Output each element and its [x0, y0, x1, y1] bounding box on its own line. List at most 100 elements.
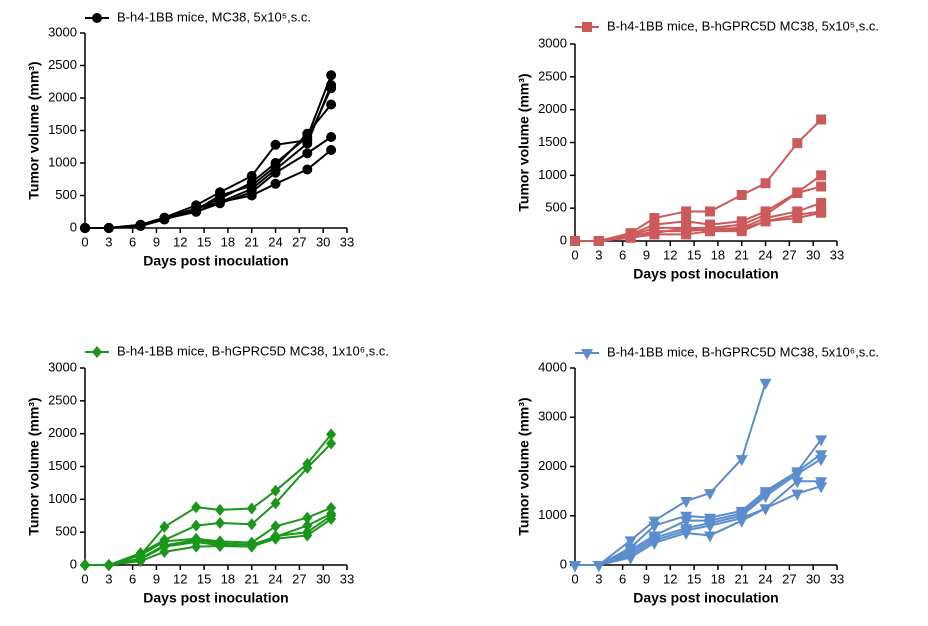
marker [270, 520, 281, 533]
marker [135, 220, 146, 231]
marker [624, 536, 637, 548]
marker [302, 526, 313, 539]
marker [648, 538, 661, 550]
marker [570, 236, 580, 246]
x-tick-label: 30 [806, 571, 820, 586]
x-tick-label: 15 [197, 571, 211, 586]
x-tick-label: 3 [595, 247, 602, 262]
marker [80, 223, 90, 233]
x-tick-label: 21 [734, 571, 748, 586]
y-tick-label: 500 [55, 524, 77, 539]
marker [159, 213, 170, 224]
x-tick-label: 3 [595, 571, 602, 586]
marker [326, 437, 337, 450]
series-line [85, 149, 332, 229]
marker [791, 477, 804, 489]
x-tick-label: 33 [830, 247, 844, 262]
marker [214, 197, 225, 207]
marker [759, 378, 772, 390]
marker [791, 489, 804, 501]
marker [302, 128, 313, 139]
y-tick-label: 2000 [48, 425, 77, 440]
series-line [85, 103, 332, 229]
marker [246, 518, 257, 531]
y-tick-label: 2500 [538, 68, 567, 83]
x-tick-label: 6 [619, 247, 626, 262]
marker [735, 516, 748, 528]
marker [760, 178, 771, 189]
y-tick-label: 3000 [538, 35, 567, 50]
x-axis-label: Days post inoculation [633, 590, 778, 606]
x-tick-label: 12 [173, 234, 187, 249]
x-tick-label: 30 [806, 247, 820, 262]
marker [246, 540, 257, 553]
marker [759, 504, 772, 516]
x-tick-label: 24 [268, 571, 282, 586]
y-tick-label: 0 [560, 556, 567, 571]
x-tick-label: 9 [643, 247, 650, 262]
marker [270, 167, 281, 178]
legend-text: B-h4-1BB mice, B-hGPRC5D MC38, 1x10⁶,s.c… [117, 343, 389, 358]
x-tick-label: 12 [663, 571, 677, 586]
marker [736, 190, 747, 201]
x-tick-label: 15 [687, 247, 701, 262]
x-tick-label: 9 [643, 571, 650, 586]
x-tick-label: 18 [221, 571, 235, 586]
x-tick-label: 21 [244, 571, 258, 586]
marker [214, 503, 225, 516]
x-tick-label: 9 [153, 234, 160, 249]
marker [681, 229, 692, 240]
marker [704, 206, 715, 217]
marker [191, 519, 202, 532]
y-tick-label: 1000 [48, 154, 77, 169]
marker [302, 461, 313, 474]
x-tick-label: 0 [81, 234, 88, 249]
series-line [575, 438, 822, 566]
x-tick-label: 21 [244, 234, 258, 249]
y-axis-label: Tumor volume (mm³) [516, 73, 532, 211]
y-tick-label: 1000 [538, 167, 567, 182]
marker [792, 138, 803, 149]
marker [103, 223, 114, 233]
x-tick-label: 6 [129, 571, 136, 586]
marker [816, 181, 827, 192]
x-tick-label: 12 [663, 247, 677, 262]
marker [302, 164, 313, 175]
x-tick-label: 18 [711, 247, 725, 262]
x-tick-label: 21 [734, 247, 748, 262]
x-tick-label: 0 [571, 571, 578, 586]
marker [135, 555, 146, 568]
marker [214, 516, 225, 529]
marker [680, 496, 693, 508]
legend-marker [582, 22, 592, 32]
series-line [575, 210, 822, 242]
x-axis-label: Days post inoculation [143, 590, 288, 606]
x-axis-label: Days post inoculation [143, 253, 288, 269]
series-line [575, 458, 822, 566]
marker [80, 559, 90, 571]
x-tick-label: 15 [197, 234, 211, 249]
x-tick-label: 0 [571, 247, 578, 262]
marker [191, 501, 202, 514]
marker [569, 561, 581, 572]
y-tick-label: 3000 [538, 409, 567, 424]
panel: 0 500 1000 1500 2000 2500 3000 0 3 6 9 12 15 18 21 24 27… [516, 18, 879, 281]
marker [815, 482, 828, 494]
marker [791, 469, 804, 481]
legend-text: B-h4-1BB mice, B-hGPRC5D MC38, 5x10⁶,s.c… [607, 344, 879, 359]
legend-text: B-h4-1BB mice, MC38, 5x10⁵,s.c. [117, 9, 311, 24]
x-tick-label: 24 [268, 234, 282, 249]
x-tick-label: 30 [316, 571, 330, 586]
x-tick-label: 15 [687, 571, 701, 586]
x-tick-label: 27 [292, 234, 306, 249]
panel: 0 1000 2000 3000 4000 0 3 6 9 12 15 18 21 24 27 30 33 Day… [516, 344, 879, 605]
y-tick-label: 500 [55, 187, 77, 202]
marker [326, 428, 337, 441]
series-line [575, 453, 822, 566]
x-tick-label: 24 [758, 247, 772, 262]
marker [326, 145, 337, 155]
marker [326, 99, 337, 110]
y-tick-label: 3000 [48, 359, 77, 374]
legend-marker [92, 346, 102, 358]
marker [214, 539, 225, 552]
